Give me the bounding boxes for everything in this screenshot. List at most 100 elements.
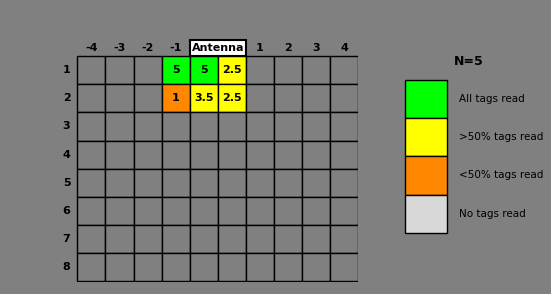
Bar (133, 197, 161, 225)
Bar (274, 168, 302, 197)
Bar (405, 156, 447, 195)
Text: 3.5: 3.5 (194, 93, 213, 103)
Bar (133, 84, 161, 112)
Bar (246, 197, 274, 225)
Bar (161, 141, 190, 168)
Text: -1: -1 (170, 43, 182, 53)
Text: 8: 8 (63, 262, 71, 272)
Text: 4: 4 (63, 150, 71, 160)
Text: 2.5: 2.5 (222, 65, 241, 75)
Bar (190, 197, 218, 225)
Bar (302, 84, 330, 112)
Text: 2: 2 (284, 43, 292, 53)
Text: 4: 4 (340, 43, 348, 53)
Bar (78, 168, 105, 197)
Text: 5: 5 (63, 178, 71, 188)
Bar (330, 141, 358, 168)
Bar (190, 56, 218, 84)
Bar (274, 253, 302, 281)
Text: 7: 7 (63, 234, 71, 244)
Bar (218, 253, 246, 281)
Bar (161, 225, 190, 253)
Bar (218, 84, 246, 112)
Bar (190, 112, 218, 141)
Bar (161, 112, 190, 141)
Bar (190, 168, 218, 197)
Text: 3: 3 (312, 43, 320, 53)
Bar (133, 225, 161, 253)
Bar (274, 84, 302, 112)
Bar (161, 56, 190, 84)
Bar (218, 168, 246, 197)
Bar (330, 56, 358, 84)
Bar (246, 112, 274, 141)
Bar (330, 197, 358, 225)
Bar (133, 56, 161, 84)
Bar (302, 253, 330, 281)
Text: 5: 5 (200, 65, 208, 75)
Bar (133, 253, 161, 281)
Text: 2: 2 (63, 93, 71, 103)
Text: R: R (228, 43, 236, 53)
Text: 2.5: 2.5 (222, 93, 241, 103)
Bar (302, 56, 330, 84)
Bar (218, 112, 246, 141)
Bar (330, 253, 358, 281)
Bar (78, 141, 105, 168)
Bar (133, 112, 161, 141)
Bar (330, 168, 358, 197)
Bar (161, 84, 190, 112)
Bar (105, 197, 133, 225)
Bar (274, 112, 302, 141)
Bar (302, 112, 330, 141)
Text: 5: 5 (172, 65, 180, 75)
Bar (274, 197, 302, 225)
Bar (78, 225, 105, 253)
Bar (246, 84, 274, 112)
Bar (302, 168, 330, 197)
Bar (78, 253, 105, 281)
Text: 1: 1 (256, 43, 264, 53)
Bar (246, 141, 274, 168)
Text: 3: 3 (63, 121, 71, 131)
Bar (105, 112, 133, 141)
Bar (105, 168, 133, 197)
Bar (161, 253, 190, 281)
Bar (190, 225, 218, 253)
Text: -4: -4 (85, 43, 98, 53)
Bar (78, 84, 105, 112)
Text: T: T (200, 43, 208, 53)
Text: -2: -2 (142, 43, 154, 53)
Text: <50% tags read: <50% tags read (459, 171, 543, 181)
Bar (190, 253, 218, 281)
Bar (105, 84, 133, 112)
Bar (78, 112, 105, 141)
Bar (133, 168, 161, 197)
Bar (133, 141, 161, 168)
Text: Antenna: Antenna (192, 43, 244, 53)
Bar (246, 253, 274, 281)
Bar (405, 195, 447, 233)
Bar (105, 141, 133, 168)
Bar (218, 141, 246, 168)
Bar (78, 197, 105, 225)
Bar (218, 225, 246, 253)
Text: 6: 6 (63, 206, 71, 216)
Bar (218, 56, 246, 84)
Bar (330, 84, 358, 112)
Bar (330, 225, 358, 253)
Bar (274, 141, 302, 168)
Bar (302, 141, 330, 168)
Text: 1: 1 (63, 65, 71, 75)
Bar (405, 80, 447, 118)
Bar (330, 112, 358, 141)
Bar (274, 225, 302, 253)
Text: -3: -3 (114, 43, 126, 53)
Bar (302, 225, 330, 253)
Bar (105, 225, 133, 253)
Text: N=5: N=5 (454, 55, 484, 68)
Bar (161, 197, 190, 225)
Text: All tags read: All tags read (459, 94, 525, 104)
Bar (246, 56, 274, 84)
Text: >50% tags read: >50% tags read (459, 132, 543, 142)
